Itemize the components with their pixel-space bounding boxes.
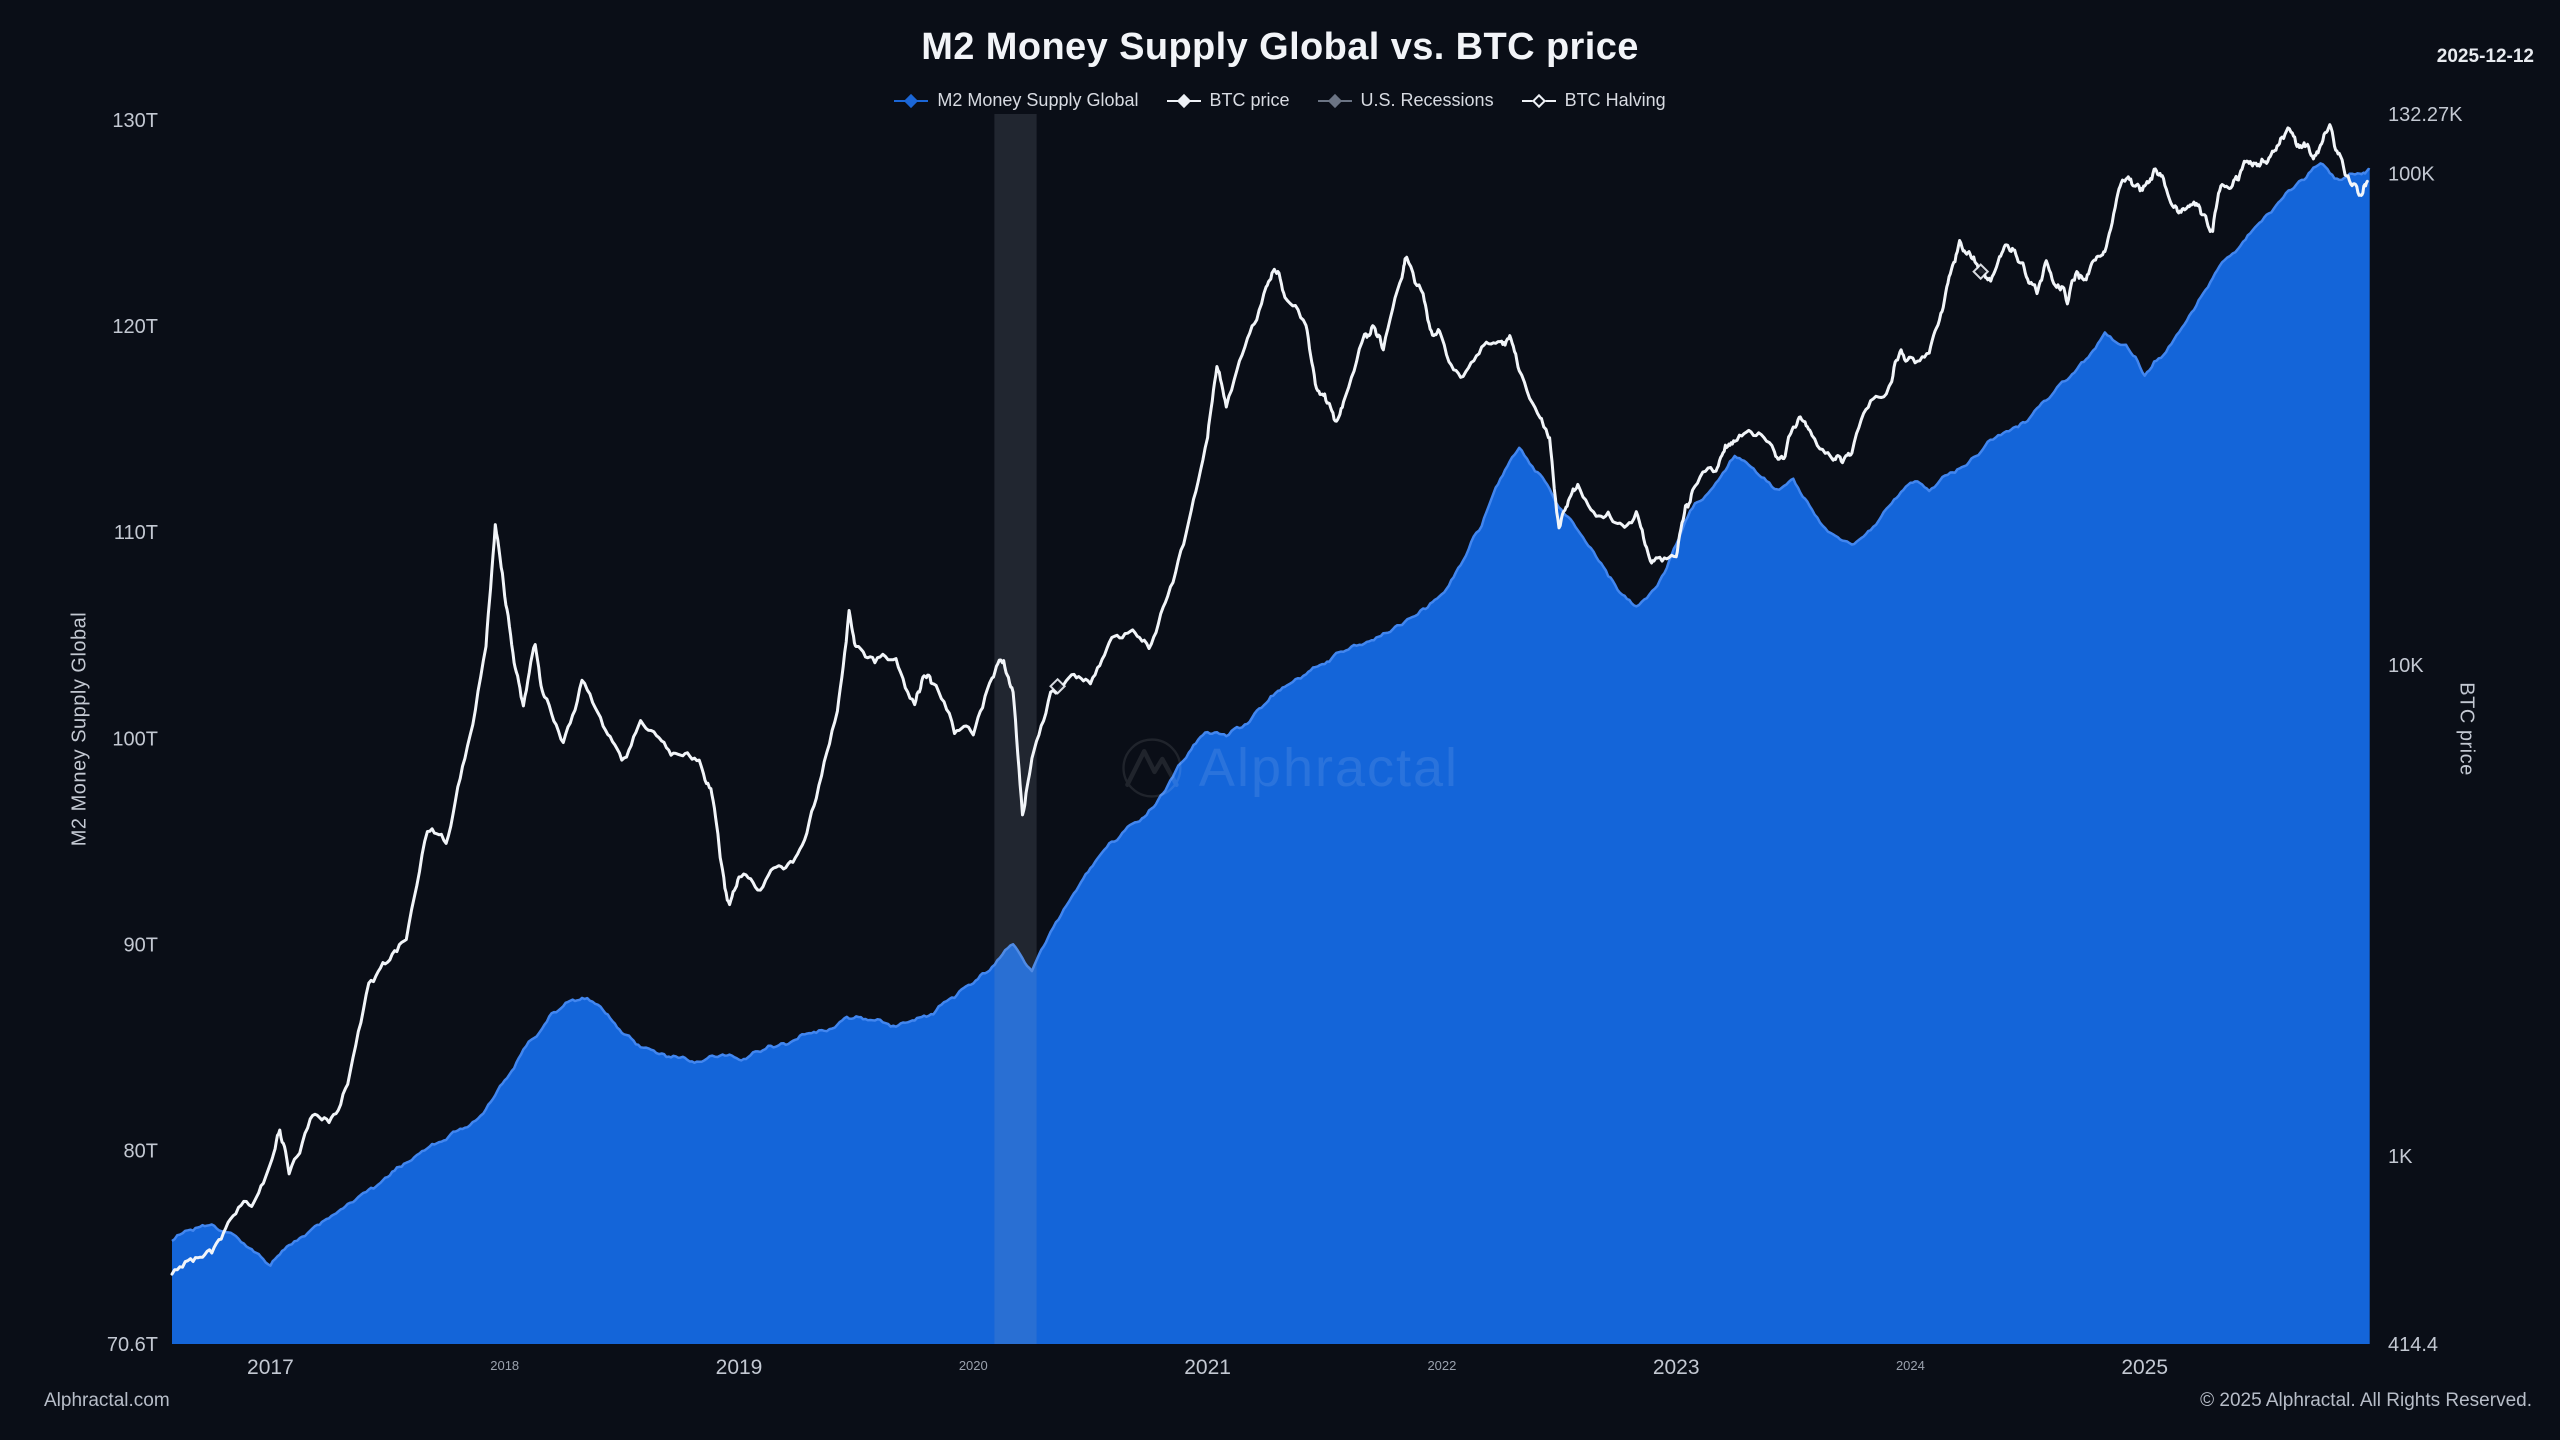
date-label: 2025-12-12 (2436, 46, 2534, 67)
btc-series-marker-icon (1166, 93, 1201, 108)
legend-item-label: U.S. Recessions (1360, 90, 1494, 110)
right-axis-tick-label: 132.27K (2388, 104, 2463, 126)
x-axis-tick-label-minor: 2020 (959, 1358, 988, 1373)
left-axis-tick-label: 120T (112, 316, 158, 338)
legend-item-label: BTC price (1209, 90, 1290, 110)
right-axis-title: BTC price (2455, 682, 2478, 776)
m2-series-marker-icon (894, 93, 929, 108)
x-axis-tick-label-minor: 2018 (490, 1358, 519, 1373)
right-axis-tick-label: 100K (2388, 164, 2435, 186)
m2-area-outline (171, 162, 2371, 1267)
left-axis-title: M2 Money Supply Global (68, 611, 91, 847)
legend-item-halving[interactable]: BTC Halving (1521, 90, 1666, 111)
left-axis-tick-label: 110T (114, 522, 158, 544)
legend-item-btc-price[interactable]: BTC price (1166, 90, 1290, 111)
legend-item-recessions[interactable]: U.S. Recessions (1317, 90, 1494, 111)
legend: M2 Money Supply Global BTC price U.S. Re… (0, 90, 2560, 111)
m2-area-series (172, 163, 2370, 1344)
btc-price-line (170, 123, 2369, 1276)
left-axis-tick-label: 90T (124, 934, 158, 956)
x-axis-tick-label-major: 2019 (716, 1356, 763, 1379)
x-axis-tick-label-minor: 2022 (1427, 1358, 1456, 1373)
x-axis-tick-label-minor: 2024 (1896, 1358, 1925, 1373)
btc-halving-marker (1049, 677, 1067, 695)
left-axis-tick-label: 100T (112, 728, 158, 750)
recession-marker-icon (1317, 93, 1352, 108)
x-axis-tick-label-major: 2025 (2121, 1356, 2168, 1379)
x-axis-tick-label-major: 2017 (247, 1356, 294, 1379)
x-axis-tick-label-major: 2023 (1653, 1356, 1700, 1379)
btc-halving-marker (1972, 263, 1990, 281)
x-axis-tick-label-major: 2021 (1184, 1356, 1231, 1379)
left-axis-tick-label: 80T (124, 1140, 158, 1162)
left-axis-tick-label: 130T (112, 110, 158, 132)
left-axis-tick-label: 70.6T (107, 1334, 158, 1356)
right-axis-tick-label: 10K (2388, 655, 2424, 677)
footer-site-link[interactable]: Alphractal.com (44, 1390, 170, 1411)
right-axis-tick-label: 1K (2388, 1146, 2413, 1168)
halving-marker-icon (1521, 93, 1556, 108)
legend-item-label: BTC Halving (1564, 90, 1666, 110)
legend-item-m2[interactable]: M2 Money Supply Global (894, 90, 1139, 111)
right-axis-tick-label: 414.4 (2388, 1334, 2438, 1356)
legend-item-label: M2 Money Supply Global (937, 90, 1139, 110)
footer-copyright: © 2025 Alphractal. All Rights Reserved. (2200, 1390, 2532, 1411)
page-title: M2 Money Supply Global vs. BTC price (921, 26, 1639, 68)
